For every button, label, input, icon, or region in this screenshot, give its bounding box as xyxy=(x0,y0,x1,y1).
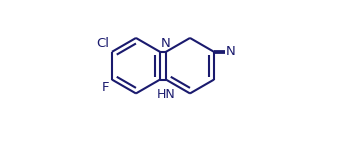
Text: F: F xyxy=(102,81,110,94)
Text: Cl: Cl xyxy=(97,37,110,50)
Text: HN: HN xyxy=(157,88,175,101)
Text: N: N xyxy=(226,45,236,58)
Text: N: N xyxy=(160,37,170,50)
